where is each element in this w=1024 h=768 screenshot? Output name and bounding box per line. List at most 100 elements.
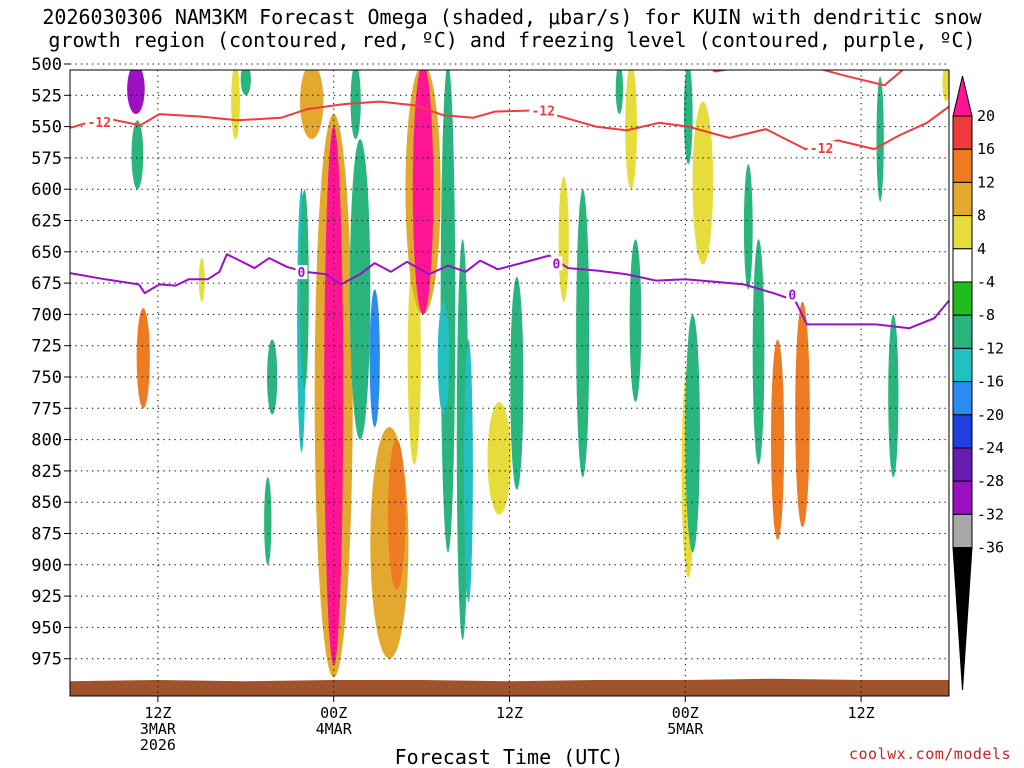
contour-label-bg-2 [807, 141, 836, 156]
x-tick-label-54-line1: 12Z [848, 704, 875, 722]
contour-label-2: -12 [810, 142, 833, 157]
colorbar-label-10: -24 [977, 439, 1004, 457]
terrain-fill [70, 678, 949, 696]
omega-region-37 [752, 239, 765, 465]
colorbar-label-8: -16 [977, 373, 1004, 391]
omega-region-7 [264, 477, 272, 565]
x-tick-label-30-line1: 12Z [496, 704, 523, 722]
omega-region-20 [412, 70, 434, 315]
omega-region-40 [876, 76, 884, 202]
colorbar-label-1: 16 [977, 140, 995, 158]
contour-label-bg-5 [786, 287, 799, 302]
contour-label-bg-0 [85, 114, 114, 129]
contour-label-bg-1 [529, 103, 558, 118]
colorbar-label-9: -20 [977, 406, 1004, 424]
y-tick-label-600: 600 [31, 180, 62, 200]
omega-region-27 [558, 176, 569, 302]
omega-region-1 [131, 120, 144, 190]
y-tick-label-825: 825 [31, 462, 62, 482]
omega-region-14 [349, 139, 371, 440]
omega-region-0 [127, 70, 145, 115]
x-tick-label-18-line2: 4MAR [316, 720, 353, 738]
dgz-contour-upper [226, 70, 905, 87]
y-tick-label-800: 800 [31, 431, 62, 451]
omega-region-6 [267, 339, 278, 415]
colorbar-segment-4 [952, 215, 973, 250]
y-tick-label-775: 775 [31, 399, 62, 419]
colorbar-segment-7 [952, 314, 973, 349]
omega-region-25 [487, 402, 511, 515]
colorbar-label-12: -32 [977, 505, 1004, 523]
omega-region-38 [771, 339, 785, 540]
x-tick-label-6-line2: 3MAR [140, 720, 177, 738]
terrain-layer [70, 678, 949, 696]
colorbar-label-2: 12 [977, 173, 995, 191]
contour-label-1: -12 [531, 105, 554, 120]
freezing-level-contour [70, 253, 949, 330]
y-tick-label-700: 700 [31, 305, 62, 325]
y-tick-label-900: 900 [31, 556, 62, 576]
plot-area: -12 -12 -12 0 0 0 [69, 63, 950, 697]
omega-region-28 [576, 189, 590, 478]
y-tick-label-625: 625 [31, 212, 62, 232]
y-tick-label-575: 575 [31, 149, 62, 169]
chart-title-line1: 2026030306 NAM3KM Forecast Omega (shaded… [42, 5, 982, 29]
colorbar-bottom-arrow [952, 547, 973, 691]
omega-region-26 [510, 276, 524, 490]
colorbar-segment-5 [952, 248, 973, 283]
colorbar-segment-13 [952, 513, 973, 549]
contour-label-3: 0 [298, 266, 306, 281]
colorbar-segment-1 [952, 115, 973, 150]
omega-region-9 [300, 70, 324, 140]
y-tick-label-525: 525 [31, 86, 62, 106]
watermark: coolwx.com/models [849, 745, 1011, 763]
omega-region-24 [437, 301, 450, 415]
omega-region-4 [231, 70, 240, 140]
colorbar-label-11: -28 [977, 472, 1004, 490]
y-tick-label-875: 875 [31, 525, 62, 545]
omega-region-17 [387, 439, 406, 590]
colorbar-segment-2 [952, 148, 973, 183]
y-tick-label-500: 500 [31, 55, 62, 75]
x-axis-label: Forecast Time (UTC) [395, 745, 624, 768]
omega-region-33 [683, 70, 693, 165]
omega-region-36 [743, 164, 753, 290]
y-tick-label-550: 550 [31, 118, 62, 138]
omega-region-42 [942, 70, 949, 102]
colorbar-label-4: 4 [977, 240, 986, 258]
colorbar-label-0: 20 [977, 107, 995, 125]
omega-region-29 [615, 70, 624, 115]
x-tick-label-6-line3: 2026 [140, 736, 176, 754]
colorbar-top-arrow [952, 75, 973, 117]
y-tick-label-675: 675 [31, 274, 62, 294]
y-tick-label-850: 850 [31, 493, 62, 513]
y-tick-label-725: 725 [31, 337, 62, 357]
contour-label-bg-3 [295, 265, 308, 280]
colorbar-label-5: -4 [977, 273, 995, 291]
y-tick-label-750: 750 [31, 368, 62, 388]
omega-region-5 [240, 70, 251, 96]
contour-label-5: 0 [788, 289, 796, 304]
omega-region-21 [440, 70, 456, 553]
colorbar-segment-3 [952, 181, 973, 217]
omega-region-13 [350, 70, 361, 140]
contours: -12 -12 -12 0 0 0 [70, 70, 949, 330]
contour-label-4: 0 [552, 257, 560, 272]
y-axis: 500 525 550 575 600 625 650 675 700 725 750 775 800 8… [31, 55, 70, 670]
colorbar-label-13: -36 [977, 539, 1004, 557]
y-tick-label-925: 925 [31, 587, 62, 607]
x-tick-label-42-line2: 5MAR [667, 720, 704, 738]
colorbar-segment-10 [952, 414, 973, 449]
omega-region-41 [888, 314, 899, 478]
omega-region-34 [692, 101, 714, 265]
colorbar-segment-8 [952, 347, 973, 383]
colorbar-segment-9 [952, 381, 973, 416]
colorbar-segment-11 [952, 447, 973, 482]
colorbar-segment-6 [952, 281, 973, 316]
omega-shading [127, 70, 949, 678]
x-tick-label-18-line1: 00Z [320, 704, 347, 722]
contour-label-0: -12 [88, 116, 111, 131]
omega-region-23 [464, 339, 473, 603]
omega-region-12 [300, 189, 309, 390]
